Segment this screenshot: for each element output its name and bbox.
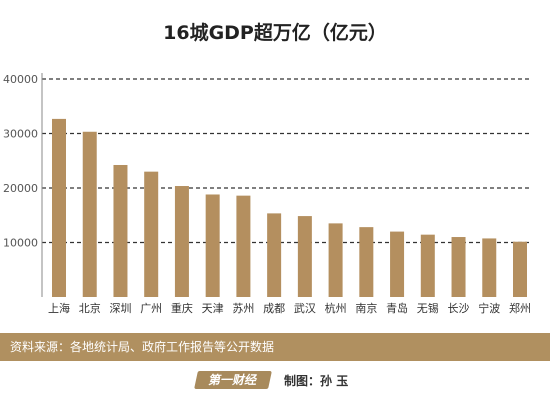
bar-13 [451, 237, 466, 297]
x-tick-label: 上海 [48, 301, 70, 315]
bar-11 [390, 231, 405, 297]
credit-name: 孙 玉 [320, 374, 349, 388]
bar-15 [513, 241, 527, 297]
bar-8 [297, 216, 312, 297]
x-tick-label: 长沙 [448, 302, 470, 315]
x-tick-label: 无锡 [417, 301, 439, 315]
x-tick-label: 苏州 [232, 302, 254, 315]
x-tick-label: 天津 [202, 302, 224, 315]
bar-1 [82, 131, 97, 297]
x-tick-label: 青岛 [386, 301, 408, 315]
brand-logo: 第一财经 [194, 371, 272, 389]
x-tick-label: 杭州 [325, 301, 347, 315]
bar-14 [482, 238, 497, 297]
x-tick-label: 郑州 [509, 301, 531, 315]
y-tick-label: 20000 [3, 182, 38, 195]
x-tick-label: 重庆 [171, 301, 193, 315]
x-tick-label: 广州 [140, 302, 162, 315]
bar-7 [267, 213, 282, 297]
bar-9 [328, 223, 343, 297]
bar-12 [420, 234, 435, 297]
chart-title: 16城GDP超万亿（亿元） [163, 22, 387, 44]
bar-2 [113, 164, 128, 297]
y-tick-label: 10000 [3, 237, 38, 250]
source-text: 资料来源：各地统计局、政府工作报告等公开数据 [10, 340, 275, 354]
y-tick-label: 40000 [3, 73, 38, 86]
source-bar: 资料来源：各地统计局、政府工作报告等公开数据 [0, 333, 550, 361]
x-tick-label: 宁波 [478, 301, 500, 315]
bar-4 [174, 186, 189, 297]
bar-3 [144, 171, 159, 297]
bar-0 [52, 118, 66, 297]
x-tick-label: 北京 [79, 301, 101, 315]
x-tick-label: 深圳 [109, 302, 131, 315]
bar-5 [205, 194, 220, 297]
y-tick-label: 30000 [3, 128, 38, 141]
x-tick-label: 武汉 [294, 302, 316, 315]
bar-6 [236, 195, 251, 297]
credit-label: 制图： [284, 374, 321, 388]
credit: 制图：孙 玉 [284, 372, 348, 389]
footer: 第一财经 制图：孙 玉 [0, 361, 550, 412]
x-tick-label: 成都 [263, 302, 285, 315]
bar-chart: 10000 20000 30000 40000 上海 北京 深圳 广州 重庆 天津 苏州 成都 武汉 杭州… [3, 73, 532, 315]
x-tick-label: 南京 [355, 301, 377, 315]
bar-10 [359, 227, 374, 297]
